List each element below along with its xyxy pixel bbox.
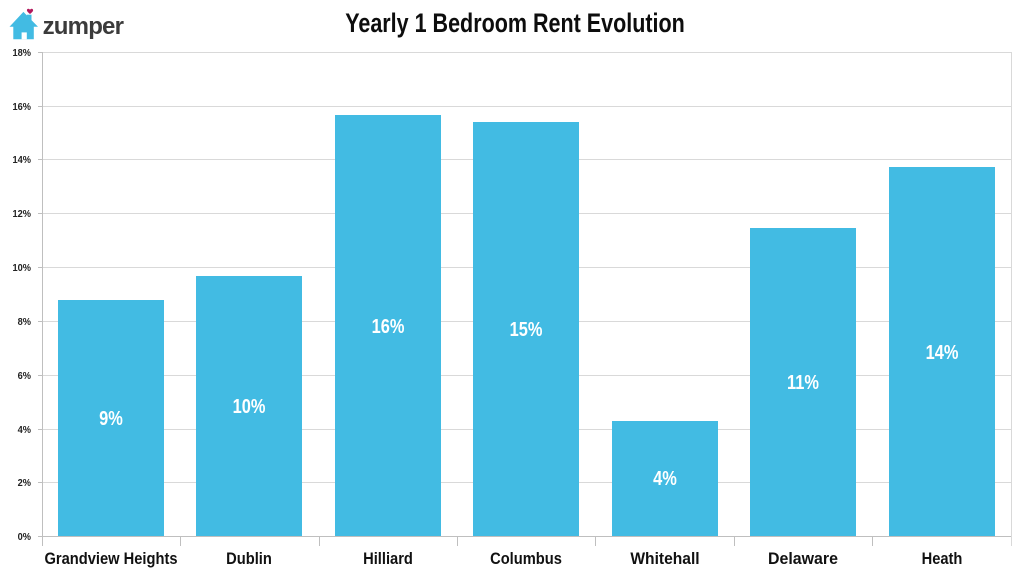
svg-text:zumper: zumper [43, 13, 124, 40]
